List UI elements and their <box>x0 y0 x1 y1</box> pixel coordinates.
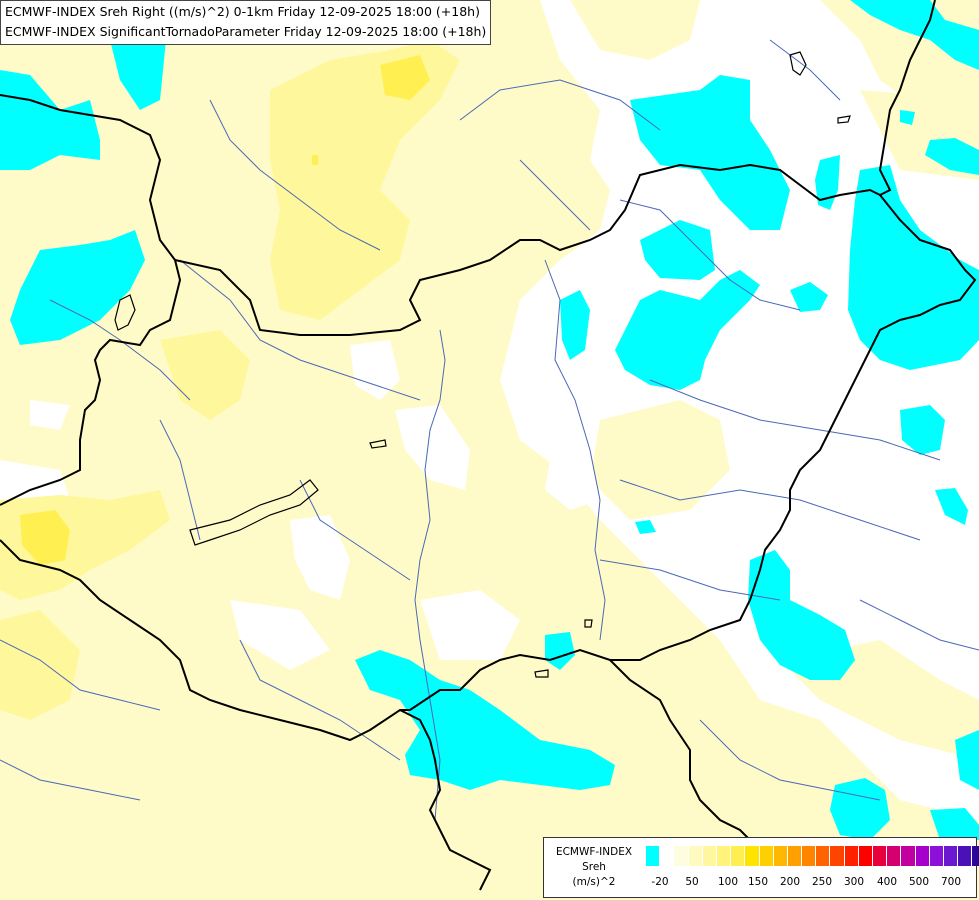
lake-balaton-outline <box>189 479 319 546</box>
lakes <box>114 51 851 678</box>
color-legend: ECMWF-INDEX Sreh (m/s)^2 -20 50 100 150 200 2… <box>543 837 979 898</box>
legend-title-line2: Sreh <box>582 861 606 873</box>
legend-swatch <box>702 846 717 866</box>
legend-tick-label: 200 <box>779 876 801 888</box>
legend-swatch <box>929 846 944 866</box>
legend-tick-label: 250 <box>811 876 833 888</box>
legend-title-line3: (m/s)^2 <box>572 876 616 888</box>
legend-swatch <box>873 846 888 866</box>
legend-swatch <box>787 846 803 866</box>
legend-swatch <box>887 846 902 866</box>
legend-swatch <box>958 846 973 866</box>
legend-swatch <box>915 846 930 866</box>
legend-swatch <box>943 846 959 866</box>
legend-swatch <box>901 846 916 866</box>
legend-swatch <box>660 846 675 866</box>
legend-tick-label: 100 <box>717 876 739 888</box>
legend-tick-labels: -20 50 100 150 200 250 300 400 500 700 <box>644 876 974 890</box>
legend-title: ECMWF-INDEX Sreh (m/s)^2 <box>548 845 640 890</box>
srh-white-pockets <box>0 340 600 670</box>
legend-swatch <box>844 846 859 866</box>
legend-color-bar <box>646 846 979 866</box>
legend-swatch <box>745 846 760 866</box>
legend-swatch <box>830 846 845 866</box>
legend-tick-label: 300 <box>843 876 865 888</box>
legend-tick-label: 50 <box>685 876 699 888</box>
rivers <box>0 39 979 821</box>
legend-tick-label: 500 <box>908 876 930 888</box>
legend-swatch <box>802 846 817 866</box>
map-title-line2: ECMWF-INDEX SignificantTornadoParameter … <box>5 24 487 39</box>
map-title-box: ECMWF-INDEX Sreh Right ((m/s)^2) 0-1km F… <box>0 0 492 45</box>
srh-deep-yellow-zones <box>20 55 430 565</box>
legend-swatch <box>646 846 661 866</box>
legend-swatch <box>716 846 732 866</box>
legend-title-line1: ECMWF-INDEX <box>555 846 633 858</box>
legend-tick-label: 400 <box>876 876 898 888</box>
legend-tick-label: 150 <box>747 876 769 888</box>
legend-swatch <box>972 846 979 866</box>
legend-swatch <box>688 846 703 866</box>
legend-swatch <box>731 846 746 866</box>
legend-swatch <box>674 846 689 866</box>
legend-tick-label: 700 <box>940 876 962 888</box>
legend-tick-label: -20 <box>651 876 669 888</box>
legend-swatch <box>759 846 774 866</box>
legend-swatch <box>773 846 788 866</box>
legend-swatch <box>858 846 873 866</box>
map-title-line1: ECMWF-INDEX Sreh Right ((m/s)^2) 0-1km F… <box>5 4 480 19</box>
legend-swatch <box>816 846 831 866</box>
